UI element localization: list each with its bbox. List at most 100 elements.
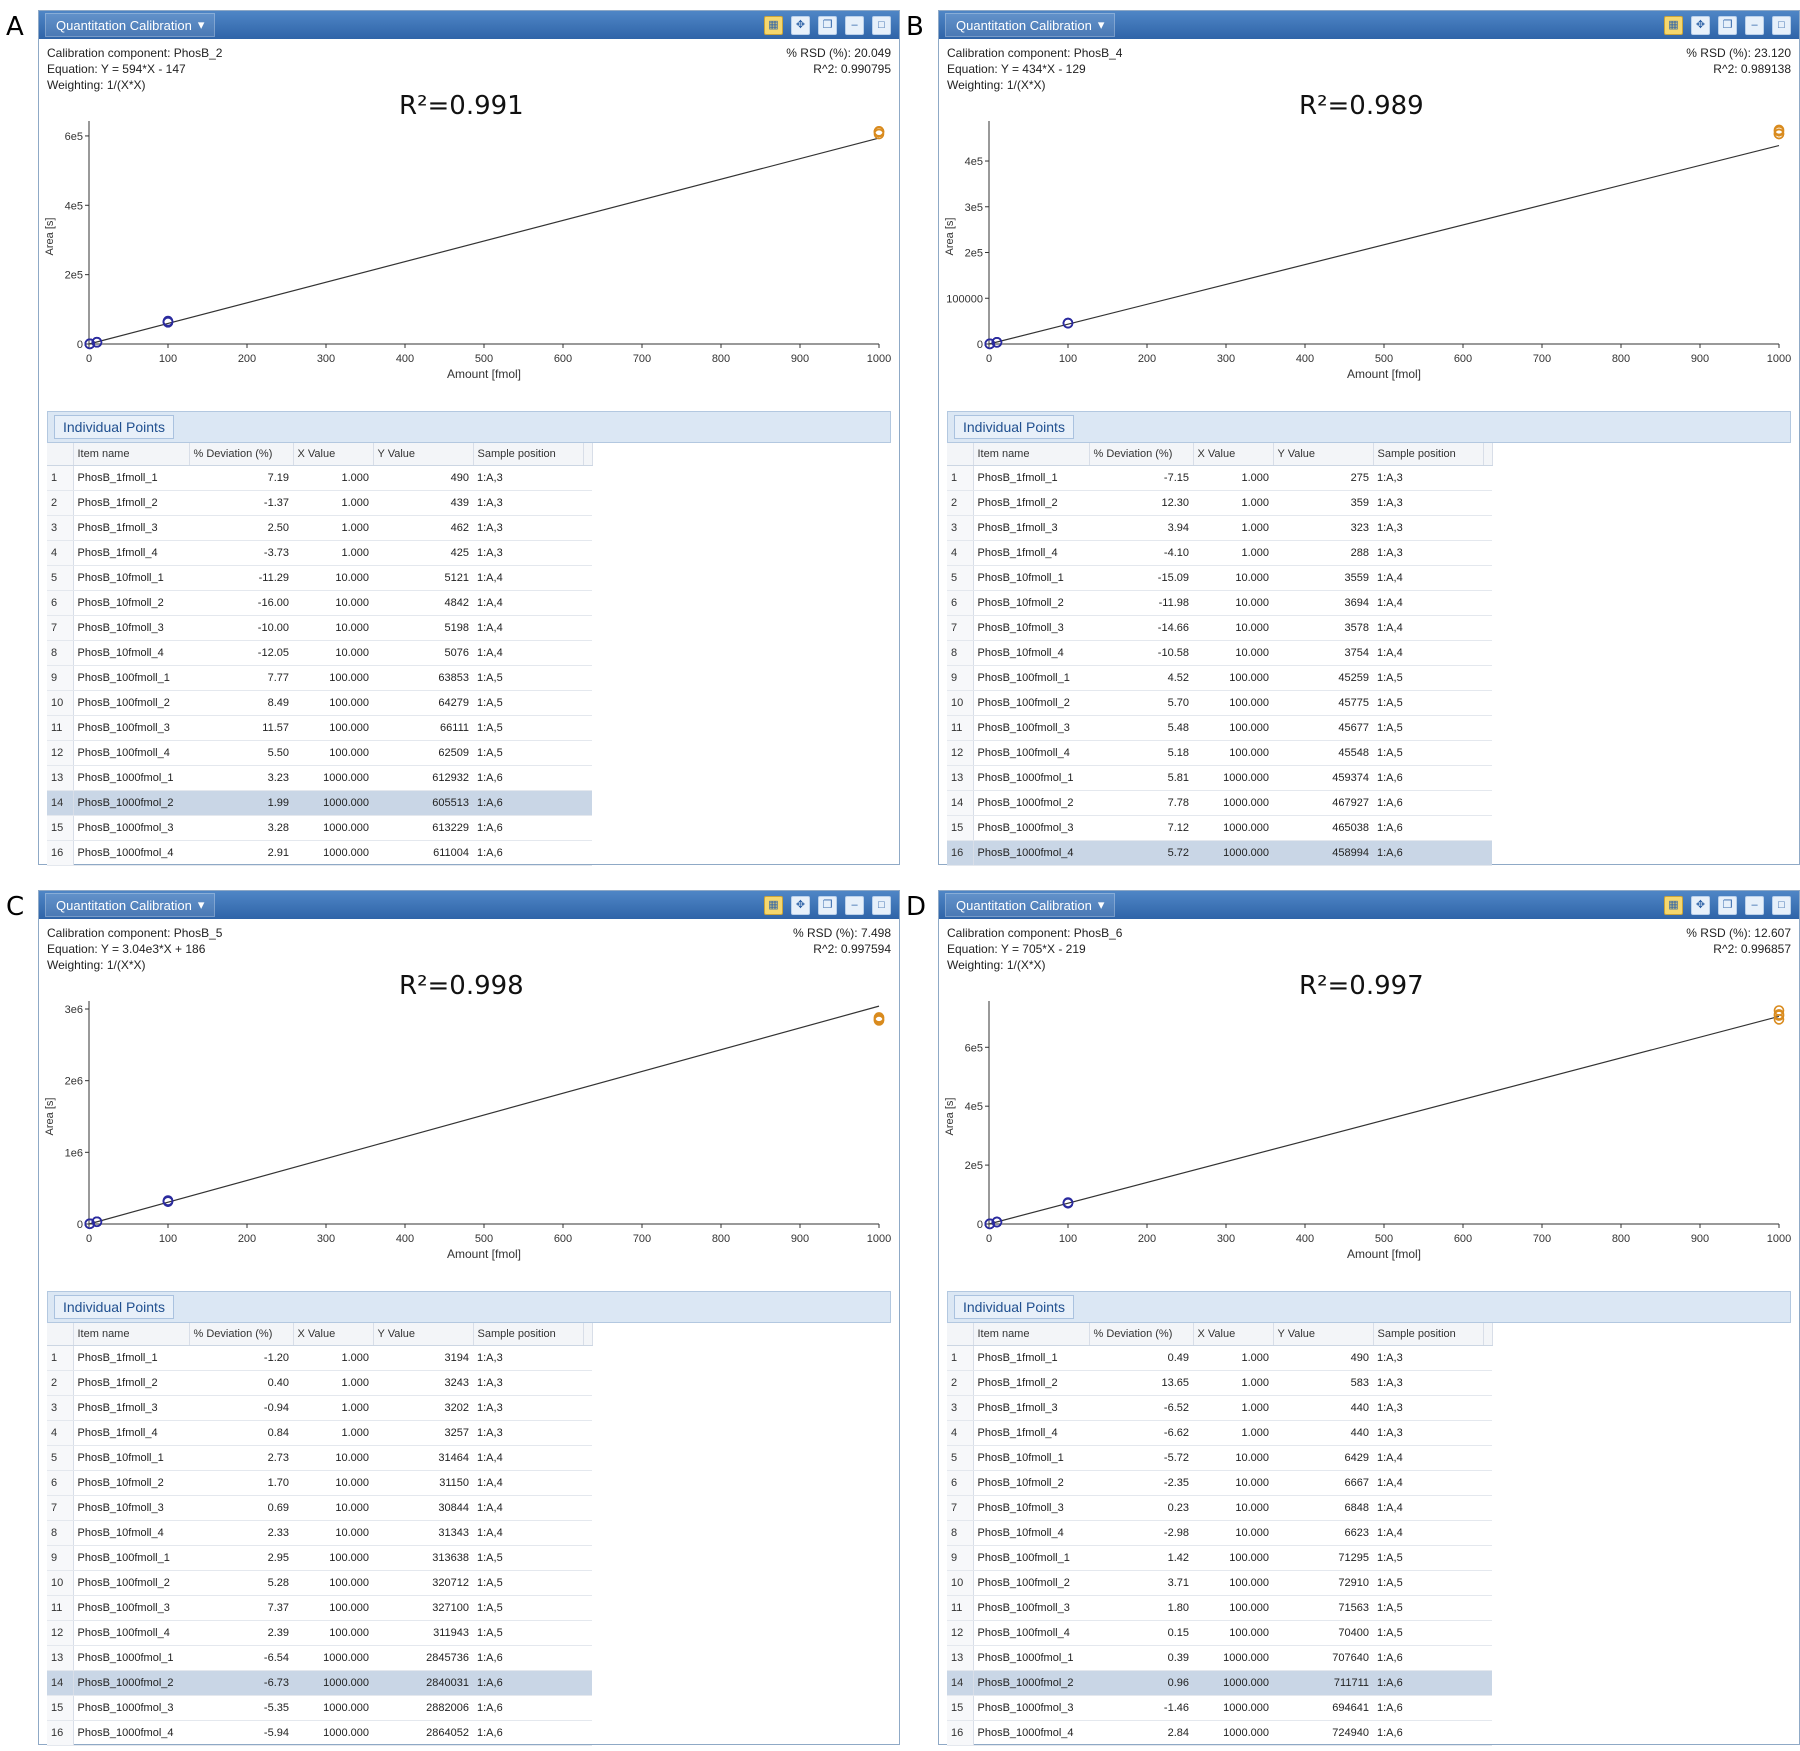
column-header[interactable]: Sample position [473, 1323, 584, 1346]
table-row[interactable]: 6 PhosB_10fmoll_2 -2.35 10.000 6667 1:A,4 [947, 1470, 1492, 1496]
table-row[interactable]: 16 PhosB_1000fmol_4 -5.94 1000.000 2864052 1:… [47, 1720, 592, 1746]
quantitation-calibration-button[interactable]: Quantitation Calibration ▾ [45, 893, 216, 917]
table-row[interactable]: 8 PhosB_10fmoll_4 -10.58 10.000 3754 1:A,4 [947, 640, 1492, 666]
table-row[interactable]: 2 PhosB_1fmoll_2 -1.37 1.000 439 1:A,3 [47, 490, 592, 516]
quantitation-calibration-button[interactable]: Quantitation Calibration ▾ [945, 13, 1116, 37]
chart-view-icon[interactable]: ▦ [1664, 15, 1683, 35]
table-row[interactable]: 9 PhosB_100fmoll_1 7.77 100.000 63853 1:A,5 [47, 665, 592, 691]
table-row[interactable]: 3 PhosB_1fmoll_3 3.94 1.000 323 1:A,3 [947, 515, 1492, 541]
table-row[interactable]: 13 PhosB_1000fmol_1 3.23 1000.000 612932 1:A,… [47, 765, 592, 791]
table-row[interactable]: 3 PhosB_1fmoll_3 -0.94 1.000 3202 1:A,3 [47, 1395, 592, 1421]
column-header[interactable]: Y Value [373, 1323, 474, 1346]
table-row[interactable]: 11 PhosB_100fmoll_3 1.80 100.000 71563 1:A,5 [947, 1595, 1492, 1621]
table-row[interactable]: 12 PhosB_100fmoll_4 0.15 100.000 70400 1:A,5 [947, 1620, 1492, 1646]
table-row[interactable]: 1 PhosB_1fmoll_1 7.19 1.000 490 1:A,3 [47, 465, 592, 491]
table-row[interactable]: 10 PhosB_100fmoll_2 3.71 100.000 72910 1:A,5 [947, 1570, 1492, 1596]
move-icon[interactable]: ✥ [791, 15, 810, 35]
column-header[interactable]: X Value [293, 1323, 374, 1346]
table-row[interactable]: 13 PhosB_1000fmol_1 0.39 1000.000 707640 1:A,… [947, 1645, 1492, 1671]
column-header[interactable]: Item name [973, 1323, 1090, 1346]
column-header[interactable]: % Deviation (%) [189, 1323, 294, 1346]
move-icon[interactable]: ✥ [791, 895, 810, 915]
column-header[interactable]: % Deviation (%) [1089, 1323, 1194, 1346]
column-header[interactable]: X Value [1193, 1323, 1274, 1346]
individual-points-button[interactable]: Individual Points [954, 1295, 1074, 1319]
table-row[interactable]: 6 PhosB_10fmoll_2 -11.98 10.000 3694 1:A,4 [947, 590, 1492, 616]
maximize-icon[interactable]: □ [872, 15, 891, 35]
column-header[interactable]: Sample position [1373, 1323, 1484, 1346]
zoom-icon[interactable]: ❐ [818, 15, 837, 35]
quantitation-calibration-button[interactable]: Quantitation Calibration ▾ [945, 893, 1116, 917]
minimize-icon[interactable]: – [845, 895, 864, 915]
table-row[interactable]: 4 PhosB_1fmoll_4 0.84 1.000 3257 1:A,3 [47, 1420, 592, 1446]
select-all-cell[interactable] [47, 1323, 74, 1346]
maximize-icon[interactable]: □ [1772, 895, 1791, 915]
table-row[interactable]: 1 PhosB_1fmoll_1 -7.15 1.000 275 1:A,3 [947, 465, 1492, 491]
column-header[interactable]: Sample position [473, 443, 584, 466]
zoom-icon[interactable]: ❐ [818, 895, 837, 915]
table-row[interactable]: 5 PhosB_10fmoll_1 2.73 10.000 31464 1:A,4 [47, 1445, 592, 1471]
table-row[interactable]: 4 PhosB_1fmoll_4 -4.10 1.000 288 1:A,3 [947, 540, 1492, 566]
select-all-cell[interactable] [947, 443, 974, 466]
column-header[interactable]: % Deviation (%) [1089, 443, 1194, 466]
column-header[interactable]: Y Value [1273, 443, 1374, 466]
move-icon[interactable]: ✥ [1691, 15, 1710, 35]
table-row[interactable]: 8 PhosB_10fmoll_4 2.33 10.000 31343 1:A,4 [47, 1520, 592, 1546]
zoom-icon[interactable]: ❐ [1718, 895, 1737, 915]
minimize-icon[interactable]: – [1745, 895, 1764, 915]
chart-view-icon[interactable]: ▦ [764, 895, 783, 915]
table-row[interactable]: 9 PhosB_100fmoll_1 2.95 100.000 313638 1:A,5 [47, 1545, 592, 1571]
chart-view-icon[interactable]: ▦ [1664, 895, 1683, 915]
minimize-icon[interactable]: – [845, 15, 864, 35]
table-row[interactable]: 13 PhosB_1000fmol_1 5.81 1000.000 459374 1:A,… [947, 765, 1492, 791]
table-row[interactable]: 2 PhosB_1fmoll_2 13.65 1.000 583 1:A,3 [947, 1370, 1492, 1396]
table-row[interactable]: 3 PhosB_1fmoll_3 2.50 1.000 462 1:A,3 [47, 515, 592, 541]
table-row[interactable]: 14 PhosB_1000fmol_2 -6.73 1000.000 2840031 1:… [47, 1670, 592, 1696]
table-row[interactable]: 5 PhosB_10fmoll_1 -5.72 10.000 6429 1:A,4 [947, 1445, 1492, 1471]
table-row[interactable]: 9 PhosB_100fmoll_1 1.42 100.000 71295 1:A,5 [947, 1545, 1492, 1571]
table-row[interactable]: 4 PhosB_1fmoll_4 -6.62 1.000 440 1:A,3 [947, 1420, 1492, 1446]
table-row[interactable]: 7 PhosB_10fmoll_3 -10.00 10.000 5198 1:A,4 [47, 615, 592, 641]
table-row[interactable]: 2 PhosB_1fmoll_2 0.40 1.000 3243 1:A,3 [47, 1370, 592, 1396]
table-row[interactable]: 13 PhosB_1000fmol_1 -6.54 1000.000 2845736 1:… [47, 1645, 592, 1671]
table-row[interactable]: 14 PhosB_1000fmol_2 0.96 1000.000 711711 1:A,… [947, 1670, 1492, 1696]
maximize-icon[interactable]: □ [1772, 15, 1791, 35]
table-row[interactable]: 8 PhosB_10fmoll_4 -2.98 10.000 6623 1:A,4 [947, 1520, 1492, 1546]
column-header[interactable]: Item name [73, 1323, 190, 1346]
table-row[interactable]: 7 PhosB_10fmoll_3 -14.66 10.000 3578 1:A,4 [947, 615, 1492, 641]
individual-points-button[interactable]: Individual Points [54, 1295, 174, 1319]
chart-view-icon[interactable]: ▦ [764, 15, 783, 35]
table-row[interactable]: 11 PhosB_100fmoll_3 11.57 100.000 66111 1:A,5 [47, 715, 592, 741]
table-row[interactable]: 6 PhosB_10fmoll_2 1.70 10.000 31150 1:A,4 [47, 1470, 592, 1496]
table-row[interactable]: 15 PhosB_1000fmol_3 7.12 1000.000 465038 1:A,… [947, 815, 1492, 841]
table-row[interactable]: 7 PhosB_10fmoll_3 0.69 10.000 30844 1:A,4 [47, 1495, 592, 1521]
column-header[interactable]: Item name [973, 443, 1090, 466]
table-row[interactable]: 3 PhosB_1fmoll_3 -6.52 1.000 440 1:A,3 [947, 1395, 1492, 1421]
table-row[interactable]: 9 PhosB_100fmoll_1 4.52 100.000 45259 1:A,5 [947, 665, 1492, 691]
move-icon[interactable]: ✥ [1691, 895, 1710, 915]
table-row[interactable]: 15 PhosB_1000fmol_3 -5.35 1000.000 2882006 1:… [47, 1695, 592, 1721]
table-row[interactable]: 14 PhosB_1000fmol_2 7.78 1000.000 467927 1:A,… [947, 790, 1492, 816]
column-header[interactable]: Item name [73, 443, 190, 466]
table-row[interactable]: 7 PhosB_10fmoll_3 0.23 10.000 6848 1:A,4 [947, 1495, 1492, 1521]
table-row[interactable]: 1 PhosB_1fmoll_1 0.49 1.000 490 1:A,3 [947, 1345, 1492, 1371]
column-header[interactable]: X Value [293, 443, 374, 466]
column-header[interactable]: Sample position [1373, 443, 1484, 466]
table-row[interactable]: 14 PhosB_1000fmol_2 1.99 1000.000 605513 1:A,… [47, 790, 592, 816]
table-row[interactable]: 11 PhosB_100fmoll_3 7.37 100.000 327100 1:A,5 [47, 1595, 592, 1621]
table-row[interactable]: 2 PhosB_1fmoll_2 12.30 1.000 359 1:A,3 [947, 490, 1492, 516]
select-all-cell[interactable] [47, 443, 74, 466]
table-row[interactable]: 10 PhosB_100fmoll_2 8.49 100.000 64279 1:A,5 [47, 690, 592, 716]
column-header[interactable]: % Deviation (%) [189, 443, 294, 466]
table-row[interactable]: 15 PhosB_1000fmol_3 -1.46 1000.000 694641 1:A… [947, 1695, 1492, 1721]
column-header[interactable]: Y Value [1273, 1323, 1374, 1346]
zoom-icon[interactable]: ❐ [1718, 15, 1737, 35]
quantitation-calibration-button[interactable]: Quantitation Calibration ▾ [45, 13, 216, 37]
table-row[interactable]: 8 PhosB_10fmoll_4 -12.05 10.000 5076 1:A,4 [47, 640, 592, 666]
table-row[interactable]: 4 PhosB_1fmoll_4 -3.73 1.000 425 1:A,3 [47, 540, 592, 566]
table-row[interactable]: 12 PhosB_100fmoll_4 2.39 100.000 311943 1:A,5 [47, 1620, 592, 1646]
table-row[interactable]: 15 PhosB_1000fmol_3 3.28 1000.000 613229 1:A,… [47, 815, 592, 841]
table-row[interactable]: 5 PhosB_10fmoll_1 -15.09 10.000 3559 1:A,4 [947, 565, 1492, 591]
table-row[interactable]: 12 PhosB_100fmoll_4 5.50 100.000 62509 1:A,5 [47, 740, 592, 766]
select-all-cell[interactable] [947, 1323, 974, 1346]
